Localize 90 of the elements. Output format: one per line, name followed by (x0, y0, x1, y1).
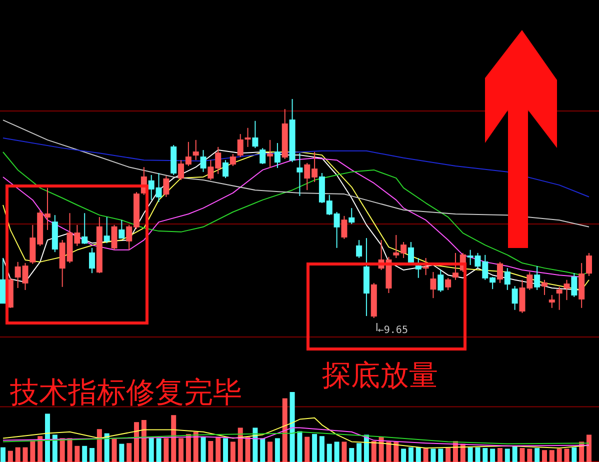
bar (334, 442, 340, 462)
bar (90, 448, 95, 462)
bar (430, 448, 436, 462)
bar (446, 448, 451, 462)
bar (394, 442, 399, 462)
bar (512, 446, 518, 462)
text: 探底放量 (322, 358, 438, 392)
bar (349, 448, 354, 462)
bar (475, 447, 480, 462)
bar (274, 438, 280, 462)
bar (112, 438, 117, 462)
bar (482, 448, 488, 462)
bar (401, 448, 406, 462)
candlestick (452, 252, 458, 280)
bar (30, 440, 36, 462)
bar (45, 414, 50, 462)
bar (223, 438, 228, 462)
candlestick (296, 152, 303, 197)
bar (171, 415, 176, 462)
bar (148, 436, 154, 462)
candlestick (267, 139, 274, 168)
bar (186, 434, 191, 462)
bar (490, 448, 496, 462)
bar (216, 436, 221, 462)
bar (386, 442, 392, 462)
bar (0, 447, 6, 462)
candlestick (89, 247, 96, 274)
candlestick (578, 262, 585, 308)
bar (126, 443, 132, 462)
bar (527, 448, 532, 462)
bar (371, 441, 376, 462)
bar (238, 428, 243, 462)
bar (15, 447, 20, 462)
bar (268, 442, 273, 462)
bar (520, 448, 525, 462)
bar (200, 436, 206, 462)
bar (304, 436, 310, 462)
candlestick (548, 294, 555, 308)
bar (542, 450, 547, 462)
bar (193, 432, 198, 462)
bar (178, 438, 184, 462)
bar (156, 438, 162, 462)
bar (119, 444, 124, 462)
bar (141, 420, 146, 462)
bar (534, 448, 540, 462)
bar (497, 448, 502, 462)
bar (468, 447, 473, 462)
bar (52, 434, 58, 462)
bar (230, 442, 236, 462)
bar (67, 438, 72, 462)
bar (8, 450, 13, 462)
bar (438, 448, 444, 462)
bar (104, 433, 110, 462)
bar (82, 446, 88, 462)
annotation: 技术指标修复完毕 (9, 375, 242, 409)
bar (356, 443, 362, 462)
bar (74, 446, 80, 462)
candlestick (163, 176, 170, 198)
bar (408, 447, 414, 462)
bar (423, 448, 428, 462)
candlestick (274, 142, 280, 168)
bar (586, 434, 592, 462)
bar (245, 436, 250, 462)
bar (416, 447, 421, 462)
candlestick (430, 272, 436, 299)
bar (572, 447, 577, 462)
bar (556, 448, 562, 462)
bar (60, 438, 65, 462)
bar (260, 438, 266, 462)
bar (290, 392, 295, 462)
bar (549, 450, 554, 462)
bar (38, 436, 43, 462)
candlestick (192, 139, 199, 161)
bar (504, 448, 510, 462)
bar (319, 436, 324, 462)
candlestick (244, 127, 251, 148)
bar (22, 447, 28, 462)
bar (134, 422, 140, 462)
text: ←9.65 (378, 325, 408, 336)
bar (252, 428, 258, 462)
bar (564, 448, 570, 462)
bar (297, 431, 302, 462)
bar (326, 444, 332, 462)
bar (282, 398, 288, 462)
bar (164, 438, 169, 462)
bar (312, 434, 318, 462)
candlestick (363, 238, 370, 317)
bar (208, 441, 214, 462)
bar (96, 429, 102, 462)
bar (342, 442, 347, 462)
